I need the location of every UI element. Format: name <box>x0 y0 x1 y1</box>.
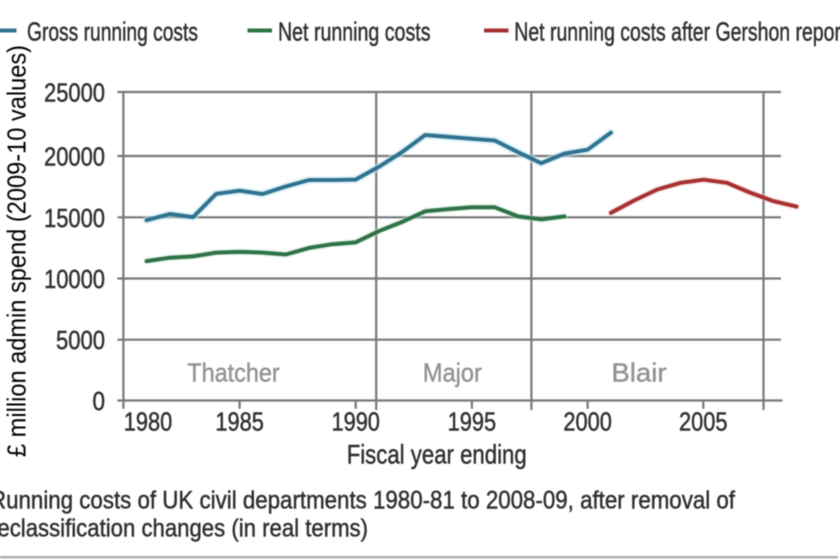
svg-text:Gross running costs: Gross running costs <box>27 17 198 47</box>
svg-text:2005: 2005 <box>679 407 728 437</box>
svg-text:10000: 10000 <box>44 264 105 294</box>
svg-text:0: 0 <box>93 386 106 416</box>
svg-text:1995: 1995 <box>448 407 497 437</box>
svg-text:Net running costs: Net running costs <box>278 17 431 47</box>
svg-text:25000: 25000 <box>44 78 105 108</box>
svg-text:Net running costs after Gersho: Net running costs after Gershon reportin… <box>514 17 840 47</box>
svg-text:£ million admin spend (2009-10: £ million admin spend (2009-10 values) <box>2 45 32 457</box>
svg-text:1985: 1985 <box>215 407 264 437</box>
svg-text:5000: 5000 <box>56 325 105 355</box>
svg-text:Blair: Blair <box>611 358 667 388</box>
svg-text:1990: 1990 <box>331 407 380 437</box>
svg-text:Fiscal year ending: Fiscal year ending <box>347 439 527 469</box>
svg-text:Major: Major <box>423 358 482 388</box>
svg-text:20000: 20000 <box>44 142 105 172</box>
svg-text:reclassification changes (in r: reclassification changes (in real terms) <box>0 515 368 543</box>
svg-text:Thatcher: Thatcher <box>187 358 280 388</box>
svg-text:2000: 2000 <box>563 407 612 437</box>
svg-text:1980: 1980 <box>124 407 173 437</box>
svg-text:Running costs of UK civil depa: Running costs of UK civil departments 19… <box>0 487 735 515</box>
svg-text:15000: 15000 <box>44 203 105 233</box>
